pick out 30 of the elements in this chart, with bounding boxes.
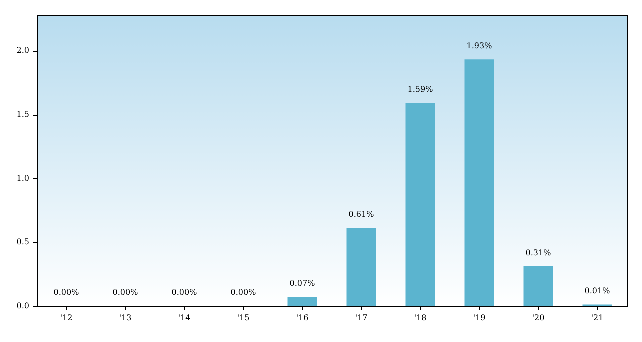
y-tick-label: 1.5: [16, 110, 30, 120]
data-label: 0.01%: [584, 286, 611, 296]
y-tick-label: 1.0: [16, 174, 30, 183]
x-tick-label: '12: [60, 314, 73, 322]
x-tick-label: '19: [473, 314, 486, 322]
data-label: 0.00%: [54, 288, 80, 297]
data-label: 0.61%: [348, 210, 375, 220]
bar: [346, 228, 376, 306]
data-label: 0.31%: [526, 248, 552, 258]
x-tick-label: '21: [591, 314, 604, 322]
data-label: 1.59%: [408, 85, 434, 94]
x-tick-label: '15: [237, 314, 250, 322]
x-tick-label: '20: [532, 314, 545, 322]
bar: [406, 103, 436, 306]
y-tick-label: 0.0: [16, 302, 30, 310]
bar: [524, 266, 554, 306]
data-label: 1.93%: [466, 42, 493, 51]
bar: [464, 60, 494, 306]
x-tick-label: '16: [296, 314, 309, 322]
bar: [288, 297, 318, 306]
data-label: 0.00%: [112, 288, 139, 297]
y-tick-label: 0.5: [16, 238, 30, 247]
x-tick-label: '13: [119, 314, 132, 322]
x-tick-label: '17: [355, 314, 368, 322]
data-label: 0.07%: [290, 279, 316, 288]
y-tick-label: 2.0: [16, 46, 30, 56]
data-label: 0.00%: [230, 288, 257, 297]
x-tick-label: '18: [414, 314, 427, 322]
data-label: 0.00%: [172, 288, 198, 297]
x-tick-label: '14: [178, 314, 191, 322]
